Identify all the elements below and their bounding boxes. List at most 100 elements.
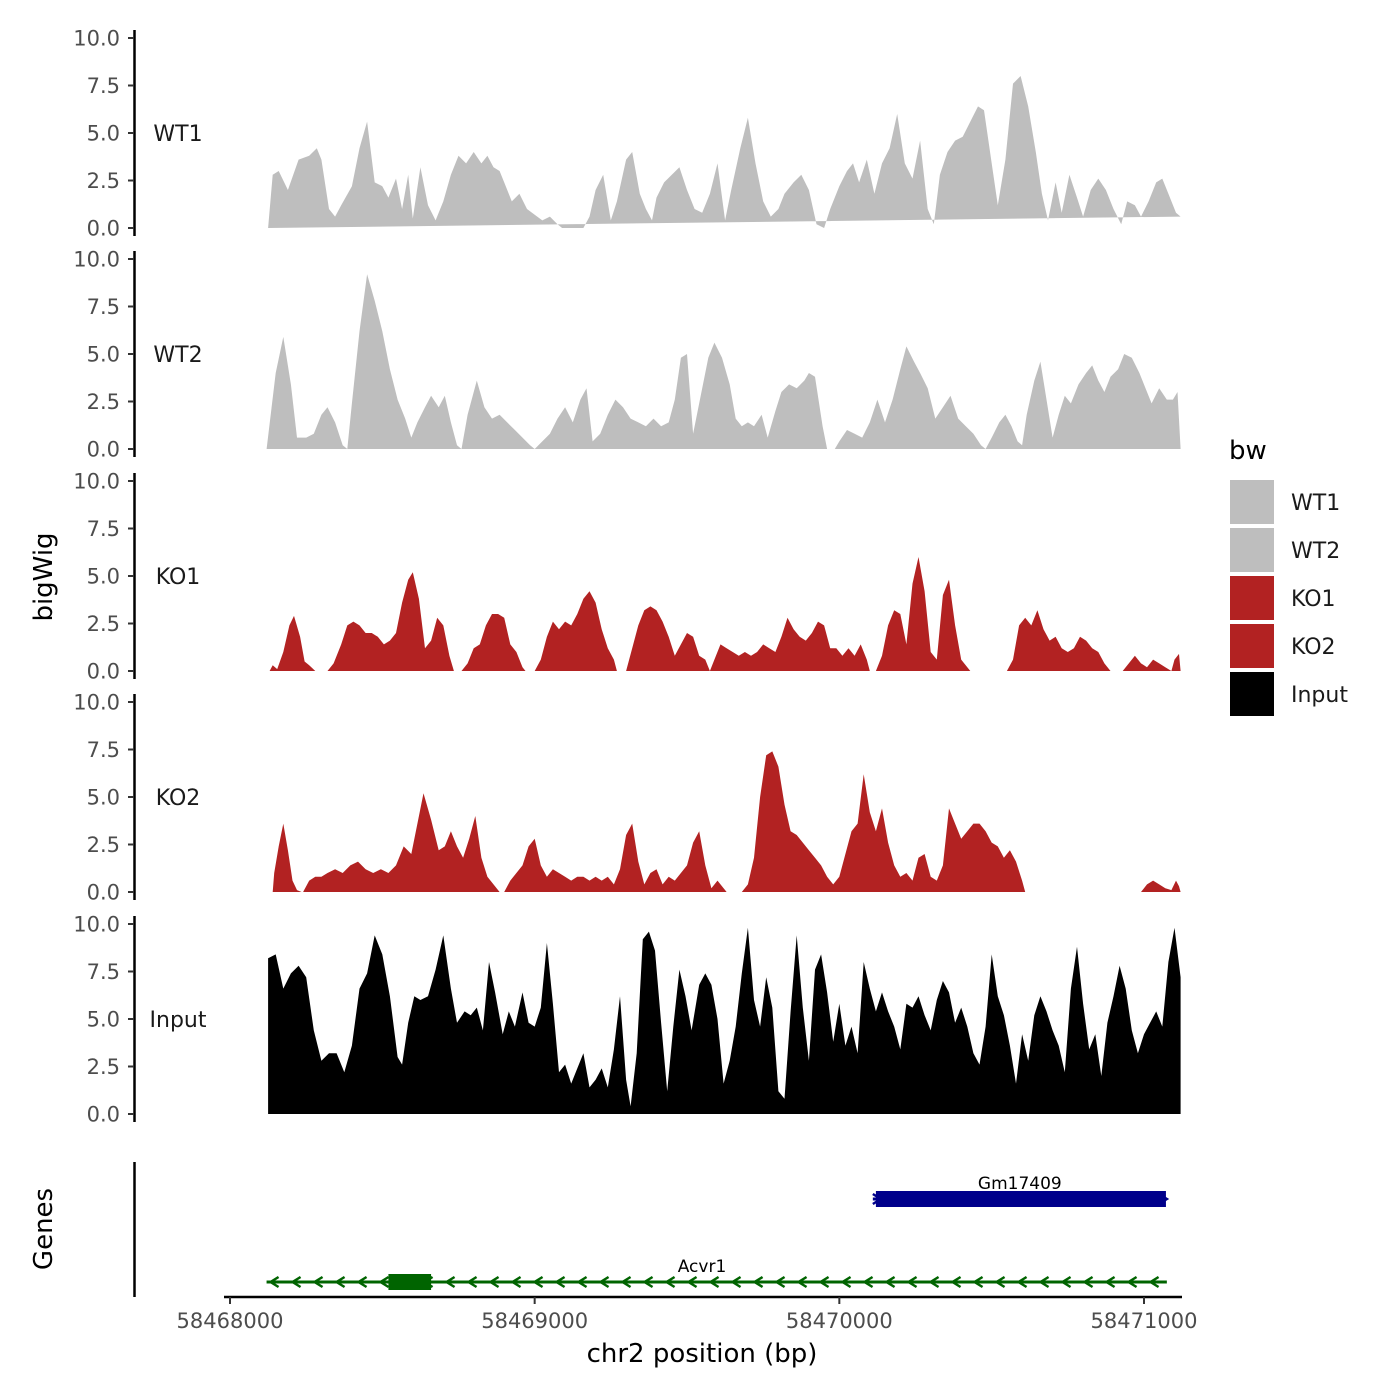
y-tick-label: 2.5 (87, 169, 120, 193)
genes: Gm17409 Acvr1 (266, 1174, 1170, 1290)
track-wt2: 0.0 2.5 5.0 7.5 10.0 WT2 (73, 248, 1181, 462)
strand-arrow-icon (796, 1275, 808, 1289)
y-tick-label: 5.0 (87, 1008, 120, 1032)
y-tick-label: 2.5 (87, 1055, 120, 1079)
gene-exon (875, 1191, 1166, 1207)
strand-arrow-icon (378, 1275, 390, 1289)
legend-item-wt2: WT2 (1230, 528, 1340, 572)
strand-arrow-icon (620, 1275, 632, 1289)
strand-arrow-icon (774, 1275, 786, 1289)
legend: bw WT1 WT2 KO1 KO2 Input (1229, 436, 1348, 716)
strand-arrow-icon (488, 1275, 500, 1289)
y-tick-label: 7.5 (87, 295, 120, 319)
track-label: WT1 (153, 122, 202, 147)
strand-arrow-icon (466, 1275, 478, 1289)
gene-acvr1: Acvr1 (266, 1257, 1167, 1290)
strand-arrow-icon (906, 1275, 918, 1289)
track-label: Input (150, 1008, 207, 1033)
x-axis-title: chr2 position (bp) (587, 1339, 818, 1369)
legend-item-wt1: WT1 (1230, 480, 1340, 524)
y-tick-label: 10.0 (73, 913, 120, 937)
bigwig-tracks: 0.02.55.07.510.0WT10.02.55.07.510.0WT20.… (73, 27, 1181, 1127)
strand-arrow-icon (642, 1275, 654, 1289)
strand-arrow-icon (664, 1275, 676, 1289)
legend-swatch (1230, 480, 1274, 524)
strand-arrow-icon (554, 1275, 566, 1289)
y-tick-label: 10.0 (73, 470, 120, 494)
track-ko2: 0.0 2.5 5.0 7.5 10.0 KO2 (73, 691, 1181, 905)
y-tick-label: 2.5 (87, 612, 120, 636)
strand-arrow-icon (1060, 1275, 1072, 1289)
genes-axis-title: Genes (29, 1188, 59, 1270)
y-tick-label: 2.5 (87, 833, 120, 857)
coverage-area-ko1 (269, 557, 1181, 671)
y-tick-label: 2.5 (87, 390, 120, 414)
track-label: WT2 (153, 343, 202, 368)
x-tick-label: 58470000 (786, 1309, 893, 1333)
y-tick-label: 0.0 (87, 660, 120, 684)
legend-label: WT2 (1291, 539, 1340, 564)
strand-arrow-icon (884, 1275, 896, 1289)
strand-arrow-icon (510, 1275, 522, 1289)
y-tick-label: 10.0 (73, 27, 120, 51)
y-tick-label: 5.0 (87, 122, 120, 146)
strand-arrow-icon (818, 1275, 830, 1289)
strand-arrow-icon (972, 1275, 984, 1289)
y-tick-label: 7.5 (87, 517, 120, 541)
y-tick-label: 0.0 (87, 438, 120, 462)
strand-arrow-icon (708, 1275, 720, 1289)
x-tick-label: 58468000 (177, 1309, 284, 1333)
strand-arrow-icon (1016, 1275, 1028, 1289)
y-tick-label: 10.0 (73, 248, 120, 272)
track-label: KO1 (156, 565, 201, 590)
legend-label: Input (1291, 683, 1348, 708)
strand-arrow-icon (928, 1275, 940, 1289)
legend-label: KO2 (1291, 635, 1336, 660)
strand-arrow-icon (290, 1275, 302, 1289)
y-tick-label: 5.0 (87, 565, 120, 589)
strand-arrow-icon (862, 1275, 874, 1289)
strand-arrow-icon (1148, 1275, 1160, 1289)
legend-label: WT1 (1291, 491, 1340, 516)
strand-arrow-icon (356, 1275, 368, 1289)
track-ko1: 0.0 2.5 5.0 7.5 10.0 KO1 (73, 470, 1181, 684)
y-tick-label: 7.5 (87, 738, 120, 762)
strand-arrow-icon (576, 1275, 588, 1289)
legend-label: KO1 (1291, 587, 1336, 612)
y-tick-label: 7.5 (87, 74, 120, 98)
strand-arrow-icon (598, 1275, 610, 1289)
strand-arrow-icon (268, 1275, 280, 1289)
strand-arrow-icon (730, 1275, 742, 1289)
strand-arrow-icon (1082, 1275, 1094, 1289)
strand-arrow-icon (1104, 1275, 1116, 1289)
strand-arrow-icon (840, 1275, 852, 1289)
legend-swatch (1230, 528, 1274, 572)
strand-arrow-icon (444, 1275, 456, 1289)
y-tick-label: 0.0 (87, 881, 120, 905)
track-wt1: 0.0 2.5 5.0 7.5 10.0 WT1 (73, 27, 1181, 241)
y-tick-label: 0.0 (87, 1103, 120, 1127)
y-axis-title: bigWig (29, 532, 59, 621)
y-tick-label: 7.5 (87, 960, 120, 984)
legend-item-ko1: KO1 (1230, 576, 1336, 620)
coverage-area-ko2 (272, 751, 1181, 892)
strand-arrow-icon (686, 1275, 698, 1289)
strand-arrow-icon (312, 1275, 324, 1289)
track-input: 0.0 2.5 5.0 7.5 10.0 Input (73, 913, 1181, 1127)
x-axis: 58468000 58469000 58470000 58471000 (177, 1295, 1197, 1333)
gene-label: Gm17409 (978, 1174, 1062, 1194)
strand-arrow-icon (334, 1275, 346, 1289)
legend-item-ko2: KO2 (1230, 624, 1336, 668)
coverage-area-input (268, 927, 1181, 1114)
strand-arrow-icon (1038, 1275, 1050, 1289)
strand-arrow-icon (994, 1275, 1006, 1289)
y-tick-label: 5.0 (87, 343, 120, 367)
x-tick-label: 58469000 (481, 1309, 588, 1333)
strand-arrow-icon (532, 1275, 544, 1289)
legend-swatch (1230, 672, 1274, 716)
strand-arrow-icon (1126, 1275, 1138, 1289)
strand-arrow-icon (752, 1275, 764, 1289)
track-label: KO2 (156, 786, 201, 811)
coverage-area-wt2 (266, 274, 1181, 449)
